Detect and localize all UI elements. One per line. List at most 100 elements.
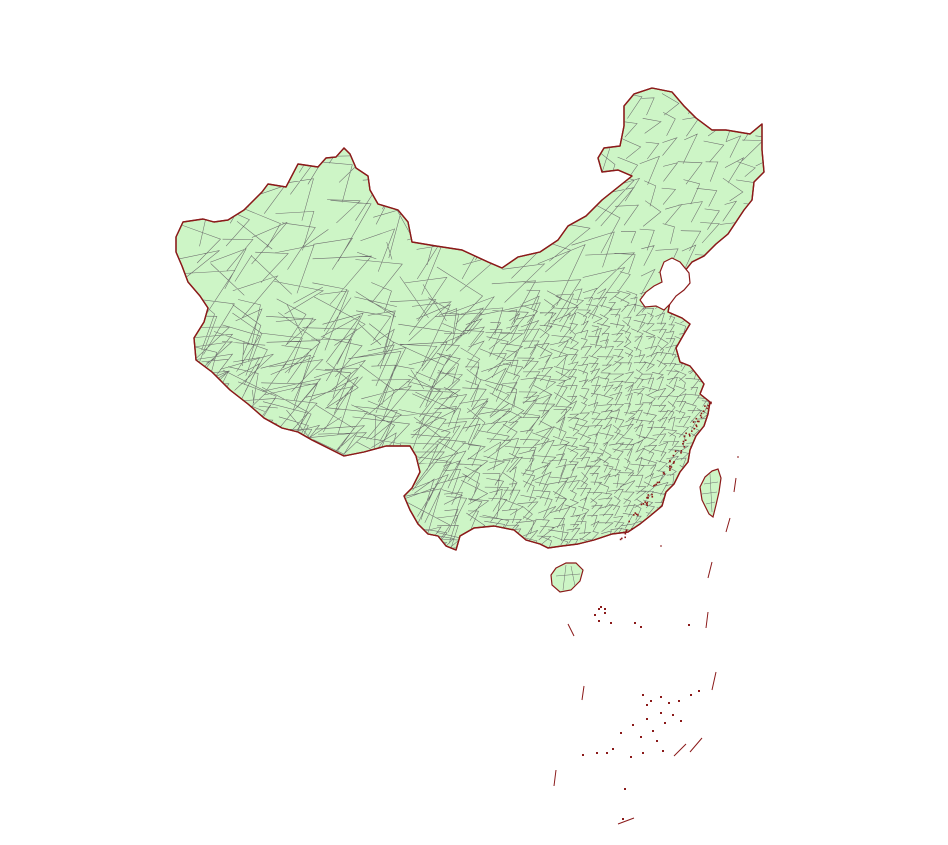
island-speck: [630, 756, 632, 758]
island-speck: [664, 722, 666, 724]
coastal-island: [696, 420, 699, 423]
island-speck: [642, 694, 644, 696]
coastal-island: [655, 483, 658, 486]
coastal-island: [702, 410, 705, 412]
coastal-island: [651, 493, 653, 496]
island-speck: [646, 718, 648, 720]
coastal-island: [631, 528, 633, 530]
coastal-island: [624, 531, 626, 534]
coastal-island: [644, 501, 646, 503]
coastal-island: [669, 465, 671, 467]
coastal-island: [688, 433, 691, 436]
coastal-island: [669, 460, 671, 463]
island-speck: [688, 624, 690, 626]
maritime-dashes: [553, 456, 739, 825]
island-speck: [624, 788, 626, 790]
island-speck: [640, 626, 642, 628]
hainan-county-boundaries: [555, 564, 581, 591]
coastal-island: [707, 404, 710, 407]
coastal-island: [692, 421, 695, 423]
coastal-island: [646, 496, 648, 499]
national-border: [175, 87, 765, 551]
coastal-island: [672, 462, 675, 464]
coastal-island: [625, 529, 628, 531]
coastal-island: [625, 530, 627, 533]
coastal-island: [710, 401, 712, 404]
island-speck: [698, 690, 700, 692]
coastal-island: [669, 467, 671, 470]
hainan-boundary-lines: [555, 564, 581, 591]
coastal-island: [674, 450, 677, 453]
coastal-island: [653, 484, 656, 487]
coastal-island: [682, 443, 684, 445]
island-speck: [594, 614, 596, 616]
coastal-island: [624, 536, 626, 539]
coastal-island: [623, 531, 625, 534]
coastal-island: [680, 450, 683, 452]
coastal-island: [710, 402, 712, 405]
coastal-island: [682, 440, 685, 443]
coastal-island: [669, 459, 671, 462]
coastal-island: [684, 439, 687, 441]
island-speck: [604, 608, 606, 610]
coastal-island: [689, 435, 691, 437]
island-speck: [652, 730, 654, 732]
coastal-island: [706, 407, 708, 410]
coastal-island: [646, 501, 649, 504]
coastal-island: [704, 405, 706, 407]
island-speck: [640, 736, 642, 738]
taiwan-county-boundaries: [701, 473, 719, 513]
island-speck: [678, 700, 680, 702]
island-speck: [596, 752, 598, 754]
coastal-island: [685, 432, 687, 435]
taiwan-boundary-lines: [701, 473, 719, 513]
island-speck: [668, 702, 670, 704]
island-speck: [606, 752, 608, 754]
island-speck: [598, 608, 600, 610]
coastal-island: [647, 497, 649, 499]
coastal-island: [663, 473, 666, 475]
island-speck: [634, 622, 636, 624]
coastal-island: [700, 416, 703, 419]
coastal-island: [699, 414, 702, 417]
island-speck: [650, 700, 652, 702]
island-speck: [600, 606, 602, 608]
coastal-island: [653, 485, 655, 487]
coastal-island: [646, 504, 648, 506]
coastal-island: [695, 425, 698, 428]
island-speck: [646, 704, 648, 706]
island-speck: [598, 620, 600, 622]
coastal-island: [656, 481, 659, 484]
island-speck: [680, 720, 682, 722]
coastal-island: [635, 513, 638, 516]
hainan-island: [550, 562, 584, 593]
coastal-island: [640, 503, 643, 506]
south-sea-islands: [553, 401, 739, 825]
island-speck: [660, 696, 662, 698]
island-speck: [672, 714, 674, 716]
island-speck: [604, 612, 606, 614]
coastal-island: [647, 494, 650, 496]
coastal-island: [658, 481, 661, 484]
coastal-island: [683, 435, 686, 438]
island-speck: [632, 724, 634, 726]
coastal-island: [693, 427, 695, 430]
island-speck: [656, 740, 658, 742]
coastal-island: [670, 466, 673, 468]
coastal-island: [683, 446, 686, 448]
coastal-island: [624, 532, 627, 535]
coastal-island: [700, 412, 703, 415]
island-speck: [690, 694, 692, 696]
bohai-sea: [639, 257, 691, 311]
coastal-island: [691, 430, 693, 432]
coastal-island: [645, 502, 648, 505]
island-speck: [610, 622, 612, 624]
coastal-island: [673, 461, 675, 463]
island-speck: [662, 750, 664, 752]
coastal-island: [633, 514, 635, 516]
island-speck: [620, 732, 622, 734]
coastal-island: [695, 424, 697, 426]
coastal-island: [662, 472, 665, 474]
coastal-island: [672, 454, 675, 457]
